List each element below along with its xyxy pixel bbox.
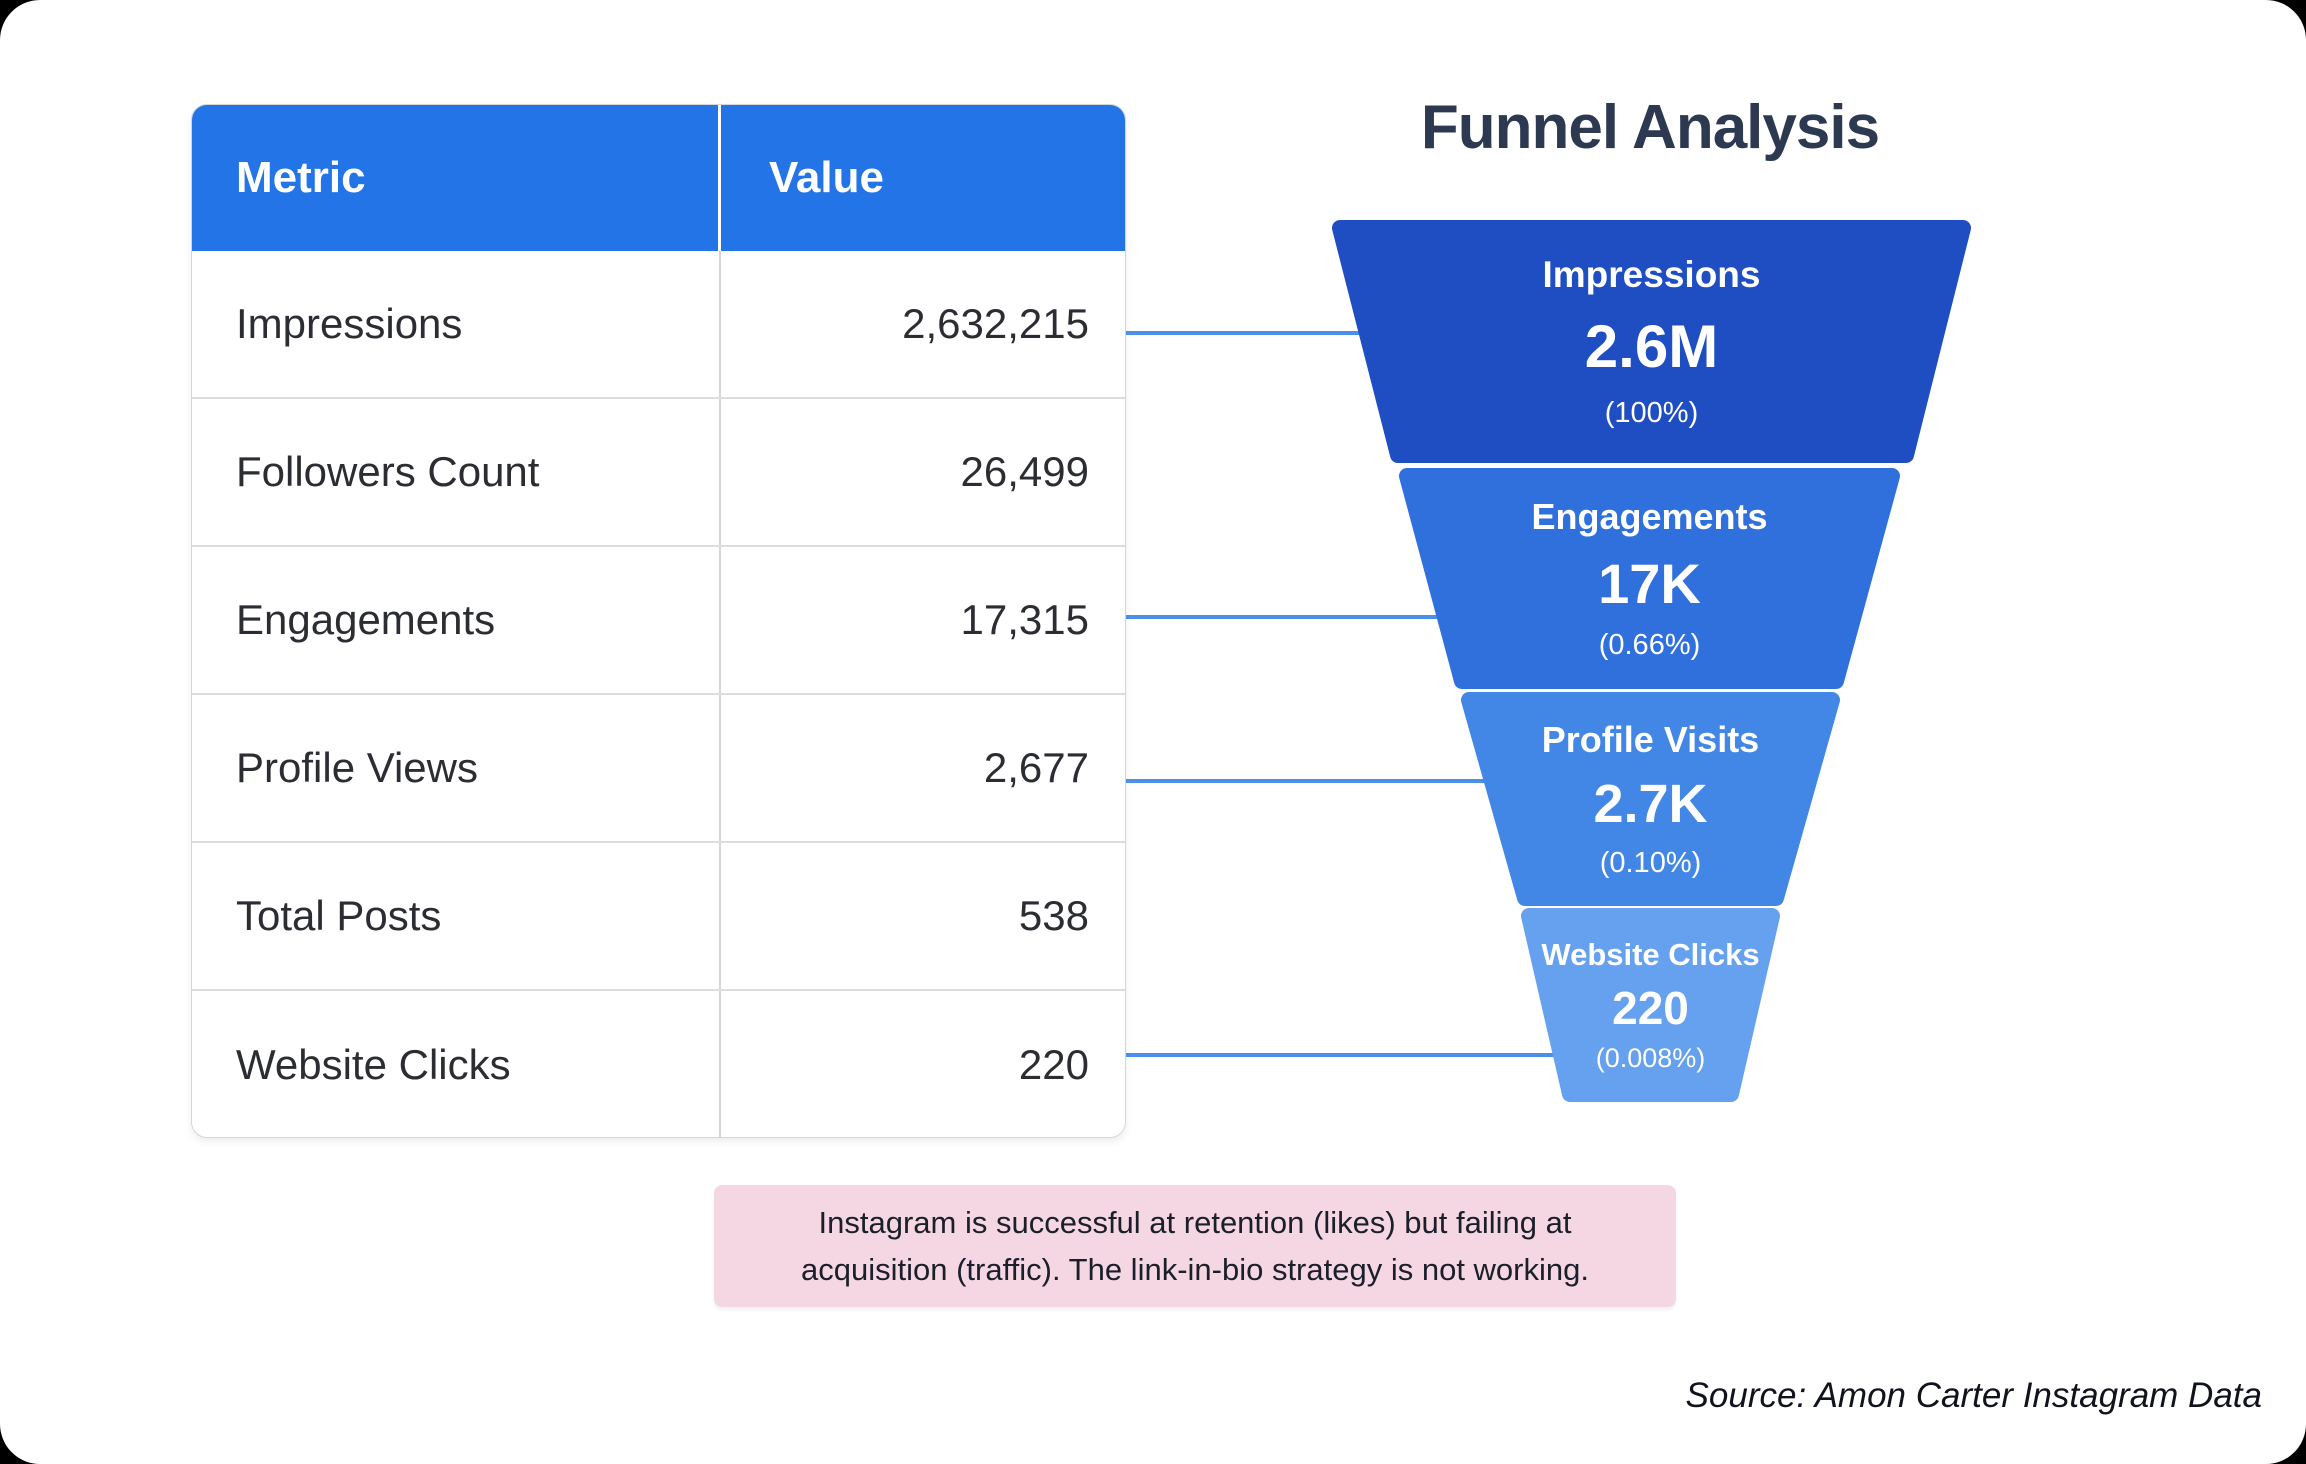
value-cell: 2,677 (983, 744, 1089, 791)
metric-cell: Website Clicks (192, 991, 721, 1137)
funnel-stage-shape-profile-visits (1461, 692, 1840, 906)
stage-label: Engagements (1531, 495, 1768, 537)
stage-percent: (0.008%) (1595, 1042, 1706, 1073)
stage-value: 17K (1598, 551, 1701, 615)
table-row: Impressions 2,632,215 (192, 251, 1125, 399)
stage-value: 2.6M (1584, 312, 1719, 380)
metrics-table: Metric Value Impressions 2,632,215 Follo… (191, 104, 1126, 1138)
metric-cell: Impressions (192, 251, 721, 397)
stage-label: Profile Visits (1541, 718, 1760, 760)
stage-percent: (0.66%) (1598, 628, 1701, 661)
value-cell: 220 (1018, 1041, 1089, 1088)
metric-cell: Profile Views (192, 695, 721, 841)
stage-value: 2.7K (1593, 773, 1708, 834)
table-header-row: Metric Value (192, 105, 1125, 251)
metric-cell: Total Posts (192, 843, 721, 989)
header-cell-value: Value (769, 153, 884, 202)
stage-label: Impressions (1542, 253, 1761, 295)
header-cell-metric: Metric (192, 105, 721, 251)
value-cell: 26,499 (960, 448, 1089, 495)
funnel-stage-shape-impressions (1332, 220, 1971, 463)
table-row: Followers Count 26,499 (192, 399, 1125, 547)
funnel-stage-profile-visits: Profile Visits 2.7K (0.10%) (1469, 700, 1832, 898)
connector-line-impressions (1126, 331, 1368, 335)
value-cell: 538 (1018, 892, 1089, 939)
funnel-stage-shape-website-clicks (1521, 908, 1780, 1102)
connector-line-profile-visits (1126, 779, 1492, 783)
table-row: Website Clicks 220 (192, 991, 1125, 1137)
funnel-stage-impressions: Impressions 2.6M (100%) (1340, 228, 1963, 455)
metric-cell: Engagements (192, 547, 721, 693)
value-cell: 2,632,215 (902, 300, 1089, 347)
funnel-stage-engagements: Engagements 17K (0.66%) (1407, 476, 1892, 681)
table-row: Profile Views 2,677 (192, 695, 1125, 843)
value-cell: 17,315 (960, 596, 1089, 643)
metric-cell: Followers Count (192, 399, 721, 545)
connector-line-website-clicks (1126, 1053, 1564, 1057)
insight-note: Instagram is successful at retention (li… (714, 1185, 1676, 1308)
table-row: Total Posts 538 (192, 843, 1125, 991)
stage-label: Website Clicks (1541, 936, 1760, 972)
source-caption: Source: Amon Carter Instagram Data (1685, 1376, 2262, 1415)
stage-percent: (100%) (1604, 396, 1699, 429)
funnel-title: Funnel Analysis (1420, 93, 1880, 162)
funnel-stage-shape-engagements (1399, 468, 1900, 689)
table-row: Engagements 17,315 (192, 547, 1125, 695)
stage-percent: (0.10%) (1599, 846, 1702, 879)
connector-line-engagements (1126, 615, 1446, 619)
funnel-stage-website-clicks: Website Clicks 220 (0.008%) (1529, 916, 1772, 1094)
stage-value: 220 (1612, 981, 1689, 1034)
